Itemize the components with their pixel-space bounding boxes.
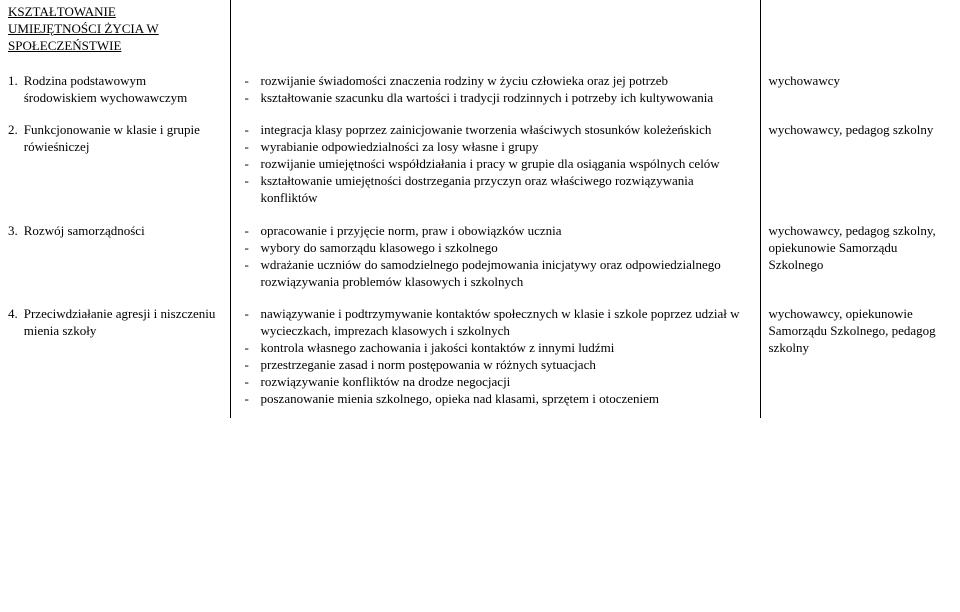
bullet-item: integracja klasy poprzez zainicjowanie t… <box>239 122 752 139</box>
row-label: 2. Funkcjonowanie w klasie i grupie rówi… <box>8 122 222 156</box>
section-title: KSZTAŁTOWANIE UMIEJĘTNOŚCI ŻYCIA W SPOŁE… <box>8 4 222 55</box>
row-label-text: Funkcjonowanie w klasie i grupie rówieśn… <box>24 122 222 156</box>
section-header-row: KSZTAŁTOWANIE UMIEJĘTNOŚCI ŻYCIA W SPOŁE… <box>0 0 960 67</box>
bullet-item: kształtowanie umiejętności dostrzegania … <box>239 173 752 207</box>
row-label: 4. Przeciwdziałanie agresji i niszczeniu… <box>8 306 222 340</box>
bullet-item: nawiązywanie i podtrzymywanie kontaktów … <box>239 306 752 340</box>
bullet-list: opracowanie i przyjęcie norm, praw i obo… <box>239 223 752 291</box>
bullet-item: wybory do samorządu klasowego i szkolneg… <box>239 240 752 257</box>
row-number: 4. <box>8 306 18 340</box>
row-number: 2. <box>8 122 18 156</box>
section-title-line: UMIEJĘTNOŚCI ŻYCIA W <box>8 21 159 36</box>
bullet-item: przestrzeganie zasad i norm postępowania… <box>239 357 752 374</box>
responsible-text: wychowawcy, pedagog szkolny, opiekunowie… <box>769 223 953 274</box>
section-title-line: KSZTAŁTOWANIE <box>8 4 116 19</box>
bullet-list: integracja klasy poprzez zainicjowanie t… <box>239 122 752 206</box>
responsible-text: wychowawcy, opiekunowie Samorządu Szkoln… <box>769 306 953 357</box>
bullet-item: opracowanie i przyjęcie norm, praw i obo… <box>239 223 752 240</box>
bullet-item: rozwijanie świadomości znaczenia rodziny… <box>239 73 752 90</box>
bullet-list: rozwijanie świadomości znaczenia rodziny… <box>239 73 752 107</box>
row-label: 1. Rodzina podstawowym środowiskiem wych… <box>8 73 222 107</box>
bullet-item: kształtowanie szacunku dla wartości i tr… <box>239 90 752 107</box>
curriculum-table: KSZTAŁTOWANIE UMIEJĘTNOŚCI ŻYCIA W SPOŁE… <box>0 0 960 418</box>
bullet-item: rozwijanie umiejętności współdziałania i… <box>239 156 752 173</box>
row-label: 3. Rozwój samorządności <box>8 223 222 240</box>
section-title-line: SPOŁECZEŃSTWIE <box>8 38 121 53</box>
table-row: 2. Funkcjonowanie w klasie i grupie rówi… <box>0 116 960 216</box>
bullet-item: poszanowanie mienia szkolnego, opieka na… <box>239 391 752 408</box>
table-row: 4. Przeciwdziałanie agresji i niszczeniu… <box>0 300 960 417</box>
responsible-text: wychowawcy <box>769 73 953 90</box>
bullet-item: rozwiązywanie konfliktów na drodze negoc… <box>239 374 752 391</box>
row-number: 3. <box>8 223 18 240</box>
row-label-text: Rozwój samorządności <box>24 223 222 240</box>
row-number: 1. <box>8 73 18 107</box>
table-row: 3. Rozwój samorządności opracowanie i pr… <box>0 217 960 301</box>
responsible-text: wychowawcy, pedagog szkolny <box>769 122 953 139</box>
bullet-list: nawiązywanie i podtrzymywanie kontaktów … <box>239 306 752 407</box>
bullet-item: kontrola własnego zachowania i jakości k… <box>239 340 752 357</box>
row-label-text: Rodzina podstawowym środowiskiem wychowa… <box>24 73 222 107</box>
row-label-text: Przeciwdziałanie agresji i niszczeniu mi… <box>24 306 222 340</box>
bullet-item: wyrabianie odpowiedzialności za losy wła… <box>239 139 752 156</box>
table-row: 1. Rodzina podstawowym środowiskiem wych… <box>0 67 960 117</box>
bullet-item: wdrażanie uczniów do samodzielnego podej… <box>239 257 752 291</box>
